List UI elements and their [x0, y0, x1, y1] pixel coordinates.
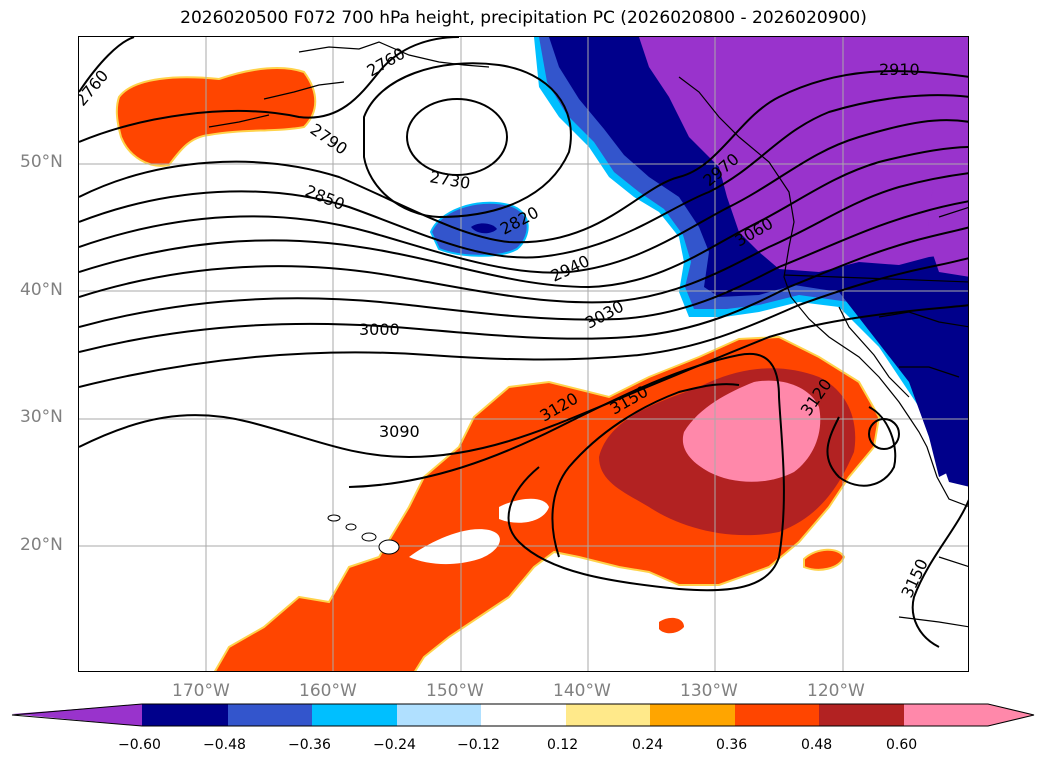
contour-small-high	[868, 418, 900, 450]
colorbar-tick: 0.48	[801, 737, 833, 753]
contour-b	[79, 94, 968, 259]
colorbar-arrow-low	[12, 704, 142, 726]
colorbar-tick: 0.60	[886, 737, 918, 753]
lat-label-50n: 50°N	[20, 152, 63, 172]
colorbar-tick: 0.12	[547, 737, 579, 753]
contour-label: 2790	[307, 120, 351, 159]
island-1	[327, 514, 341, 522]
contour-label: 2730	[428, 167, 471, 193]
contour-low-outer	[363, 62, 572, 219]
precip-plume-gap	[409, 529, 500, 565]
precip-plume-peak	[682, 380, 821, 482]
colorbar-tick: 0.24	[632, 737, 664, 753]
precip-blob-nw	[115, 66, 317, 167]
lon-label-150w: 150°W	[426, 681, 484, 701]
coastlines	[208, 41, 968, 628]
contour-3090	[79, 304, 968, 459]
contour-label: 2850	[303, 181, 348, 214]
colorbar-arrow-high	[988, 704, 1034, 726]
lat-label-30n: 30°N	[20, 407, 63, 427]
lon-label-170w: 170°W	[172, 681, 230, 701]
lon-label-130w: 130°W	[680, 681, 738, 701]
contour-c	[79, 119, 968, 274]
colorbar-swatch	[566, 704, 650, 726]
contour-3120	[348, 352, 785, 592]
colorbar-swatch	[819, 704, 904, 726]
contour-label: 3000	[359, 320, 400, 339]
colorbar-swatch	[650, 704, 735, 726]
precip-negative-core	[639, 37, 968, 272]
precip-negative-seattle	[927, 177, 968, 277]
contour-3150-se	[911, 499, 968, 648]
contour-g	[79, 257, 968, 388]
contour-3000	[79, 200, 968, 328]
colorbar-tick: −0.12	[457, 737, 500, 753]
contour-a	[79, 70, 968, 244]
lat-label-20n: 20°N	[20, 535, 63, 555]
colorbar-swatch	[481, 704, 566, 726]
colorbar-tick: −0.48	[203, 737, 246, 753]
colorbar-swatch	[735, 704, 819, 726]
coast-central-america	[898, 556, 968, 628]
map-panel: 2760 2760 2790 2850 2730 2820 2910 2970 …	[78, 36, 969, 672]
contour-3120-east	[826, 406, 897, 487]
contour-3150-inner	[551, 383, 740, 558]
contour-label: 2910	[879, 60, 920, 79]
colorbar-swatch	[142, 704, 228, 726]
contour-label: 2760	[79, 66, 112, 109]
lon-label-140w: 140°W	[553, 681, 611, 701]
contour-2790	[79, 37, 460, 143]
colorbar-swatch	[904, 704, 988, 726]
map-title: 2026020500 F072 700 hPa height, precipit…	[180, 8, 867, 28]
colorbar	[11, 703, 1035, 727]
contour-e	[79, 172, 968, 304]
contour-label: 2940	[548, 251, 593, 285]
colorbar-tick: −0.24	[373, 737, 416, 753]
lon-label-160w: 160°W	[299, 681, 357, 701]
island-4	[378, 539, 400, 555]
island-3	[361, 532, 377, 542]
contour-label: 2760	[364, 44, 409, 81]
lon-label-120w: 120°W	[807, 681, 865, 701]
contour-f	[79, 226, 968, 353]
height-contours	[79, 37, 968, 648]
colorbar-swatch	[312, 704, 397, 726]
contour-label: 3150	[897, 556, 931, 601]
contour-d	[79, 146, 968, 289]
colorbar-swatch	[397, 704, 481, 726]
coast-mexico	[899, 207, 968, 378]
contour-2760	[79, 37, 135, 93]
colorbar-tick: −0.36	[288, 737, 331, 753]
contour-label: 3090	[379, 422, 420, 441]
precip-small-blob2	[659, 617, 684, 634]
hawaii-islands	[327, 514, 400, 555]
coast-north-america	[678, 76, 968, 507]
colorbar-outline	[11, 703, 1035, 727]
precip-negative-mexico	[937, 397, 968, 487]
colorbar-tick: −0.60	[118, 737, 161, 753]
lat-label-40n: 40°N	[20, 280, 63, 300]
precip-blob-darkblue	[471, 223, 497, 234]
contour-2730	[406, 98, 508, 176]
island-2	[345, 523, 357, 531]
precip-small-blob	[803, 548, 846, 571]
colorbar-swatch	[228, 704, 312, 726]
colorbar-tick: 0.36	[716, 737, 748, 753]
map-canvas: 2760 2760 2790 2850 2730 2820 2910 2970 …	[79, 37, 968, 671]
